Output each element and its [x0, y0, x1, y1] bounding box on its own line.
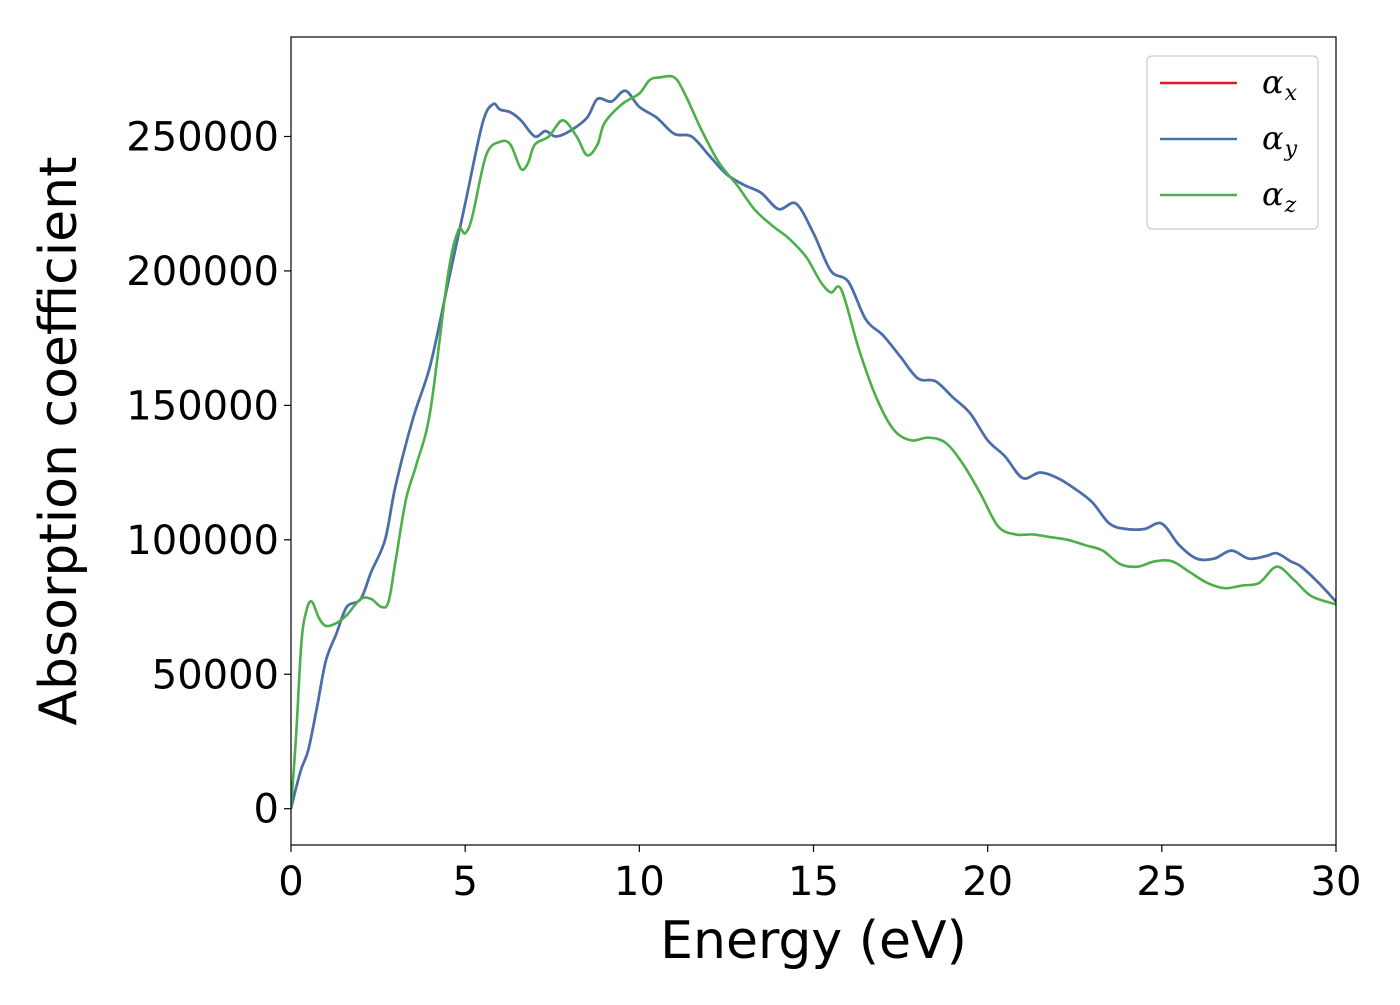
series-layer: [291, 74, 1336, 810]
x-tick-label: 5: [452, 859, 477, 905]
x-axis-title: Energy (eV): [660, 911, 967, 971]
series-line-y: [291, 89, 1336, 810]
x-tick-label: 15: [788, 859, 839, 905]
x-tick-label: 30: [1311, 859, 1362, 905]
x-tick-label: 0: [278, 859, 303, 905]
x-axis: 0 5 10 15 20 25 30: [278, 845, 1361, 905]
y-tick-label: 100000: [126, 518, 279, 564]
y-tick-label: 200000: [126, 249, 279, 295]
y-tick-label: 250000: [126, 114, 279, 160]
y-tick-label: 150000: [126, 383, 279, 429]
y-axis: 0 50000 100000 150000 200000 250000: [126, 114, 291, 833]
x-tick-label: 25: [1136, 859, 1187, 905]
x-tick-label: 10: [614, 859, 665, 905]
series-line-z: [291, 74, 1336, 809]
y-tick-label: 50000: [152, 652, 279, 698]
x-tick-label: 20: [962, 859, 1013, 905]
legend-box: [1146, 55, 1319, 230]
y-tick-label: 0: [254, 787, 279, 833]
y-axis-title: Absorption coefficient: [29, 156, 89, 725]
